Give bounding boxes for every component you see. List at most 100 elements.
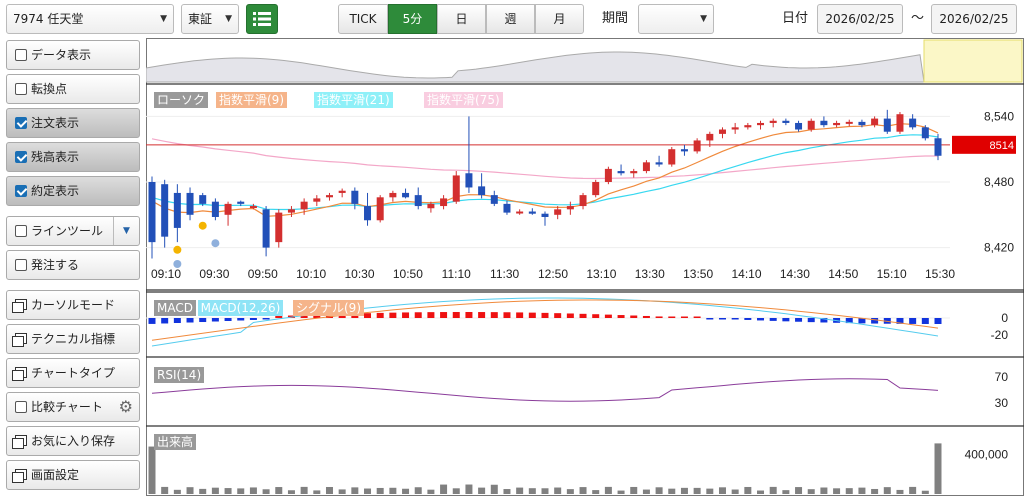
volume-bar [858, 487, 866, 494]
sidebar-item-8[interactable]: テクニカル指標 [6, 324, 140, 354]
list-menu-button[interactable] [246, 4, 278, 34]
macd-histogram-bar [376, 312, 384, 318]
checkbox[interactable] [15, 151, 27, 163]
price-legend-0: ローソク [154, 92, 209, 108]
volume-bar [896, 489, 904, 494]
tab-3[interactable]: 週 [486, 4, 535, 34]
volume-bar [402, 488, 410, 494]
sidebar-item-label: カーソルモード [31, 298, 116, 312]
candle-body [490, 195, 498, 204]
macd-histogram-bar [554, 313, 562, 318]
rsi-legend-0: RSI(14) [154, 367, 205, 383]
candle-body [757, 122, 765, 126]
macd-histogram-bar [782, 318, 790, 322]
volume-bar [490, 484, 498, 494]
time-tick-label: 14:30 [780, 267, 810, 281]
date-to-input[interactable]: 2026/02/25 [931, 4, 1017, 34]
sidebar-item-11[interactable]: お気に入り保存 [6, 426, 140, 456]
time-tick-label: 09:10 [151, 267, 181, 281]
chevron-down-icon[interactable]: ▼ [113, 217, 139, 245]
candle-body [744, 125, 752, 128]
macd-histogram-bar [579, 313, 587, 318]
candle-body [211, 201, 219, 217]
list-icon [253, 12, 271, 26]
ema-line-9 [151, 123, 939, 217]
sidebar-item-7[interactable]: カーソルモード [6, 290, 140, 320]
sidebar-item-9[interactable]: チャートタイプ [6, 358, 140, 388]
candle-body [655, 162, 663, 165]
candle-body [706, 133, 714, 141]
date-from-input[interactable]: 2026/02/25 [817, 4, 903, 34]
checkbox[interactable] [15, 225, 27, 237]
macd-legend-2: シグナル(9) [293, 300, 364, 316]
time-tick-label: 13:50 [683, 267, 713, 281]
macd-histogram-bar [478, 312, 486, 318]
chart-area[interactable]: 8,540 8,480 8,420 8514 09:10 09:30 09:50 10:10 1… [145, 38, 1024, 496]
sidebar-item-5[interactable]: ラインツール ▼ [6, 216, 140, 246]
candle-body [782, 120, 790, 123]
sidebar-item-10[interactable]: 比較チャート ⚙ [6, 392, 140, 422]
candle-body [604, 168, 612, 182]
volume-bar [934, 443, 942, 494]
volume-bar [224, 488, 232, 494]
volume-bar [173, 489, 181, 494]
volume-bar [782, 490, 790, 494]
volume-bar [478, 487, 486, 494]
volume-bar [921, 490, 929, 494]
market-select[interactable]: 東証 ▼ [181, 4, 239, 34]
candle-body [896, 114, 904, 132]
checkbox[interactable] [15, 259, 27, 271]
candle-body [199, 195, 207, 204]
current-price-badge [952, 135, 1016, 154]
macd-histogram-bar [275, 316, 283, 318]
checkbox[interactable] [15, 49, 27, 61]
candle-body [934, 138, 942, 156]
candle-body [693, 140, 701, 152]
sidebar-item-4[interactable]: 約定表示 [6, 176, 140, 206]
checkbox[interactable] [15, 401, 27, 413]
sidebar-item-3[interactable]: 残高表示 [6, 142, 140, 172]
tab-2[interactable]: 日 [437, 4, 486, 34]
volume-bar [503, 489, 511, 494]
macd-histogram-bar [795, 318, 803, 322]
macd-histogram-bar [921, 318, 929, 324]
window-icon [12, 435, 27, 449]
macd-histogram-bar [693, 316, 701, 318]
sidebar-item-12[interactable]: 画面設定 [6, 460, 140, 490]
checkbox[interactable] [15, 117, 27, 129]
checkbox[interactable] [15, 185, 27, 197]
chart-canvas[interactable]: 8,540 8,480 8,420 8514 09:10 09:30 09:50 10:10 1… [145, 38, 1024, 496]
tab-4[interactable]: 月 [535, 4, 584, 34]
volume-bar [452, 488, 460, 494]
time-tick-label: 10:30 [344, 267, 374, 281]
period-select[interactable]: ▼ [638, 4, 714, 34]
volume-bar [668, 488, 676, 494]
candle-body [909, 118, 917, 128]
sidebar-item-1[interactable]: 転換点 [6, 74, 140, 104]
volume-bar [516, 487, 524, 494]
sidebar-item-6[interactable]: 発注する [6, 250, 140, 280]
volume-bar [718, 487, 726, 494]
tab-1[interactable]: 5分 [388, 4, 437, 34]
sidebar-item-0[interactable]: データ表示 [6, 40, 140, 70]
macd-histogram-bar [465, 312, 473, 318]
volume-bar [161, 486, 169, 494]
volume-bar [554, 487, 562, 494]
gear-icon[interactable]: ⚙ [118, 397, 133, 416]
price-legend-3: 指数平滑(75) [424, 92, 503, 108]
sidebar-item-label: 比較チャート [31, 400, 103, 414]
checkbox[interactable] [15, 83, 27, 95]
tab-0[interactable]: TICK [338, 4, 388, 34]
volume-bar [440, 484, 448, 494]
sidebar-item-2[interactable]: 注文表示 [6, 108, 140, 138]
macd-histogram-bar [224, 318, 232, 321]
symbol-select[interactable]: 7974 任天堂 ▼ [6, 4, 174, 34]
volume-bar [833, 488, 841, 494]
candle-body [820, 120, 828, 126]
candle-body [718, 129, 726, 134]
volume-bar [389, 487, 397, 494]
candle-body [237, 201, 245, 204]
macd-histogram-bar [186, 318, 194, 323]
volume-bar [313, 490, 321, 494]
candle-body [516, 211, 524, 214]
